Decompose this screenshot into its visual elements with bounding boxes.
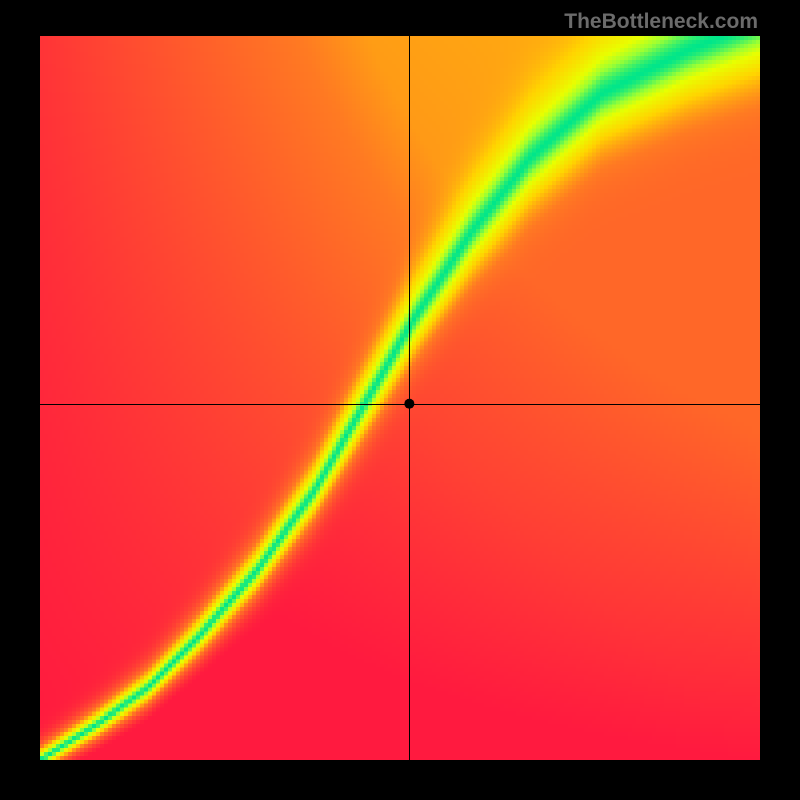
crosshair-overlay: [40, 36, 760, 760]
watermark-text: TheBottleneck.com: [564, 10, 758, 34]
chart-container: { "canvas": { "width": 800, "height": 80…: [0, 0, 800, 800]
